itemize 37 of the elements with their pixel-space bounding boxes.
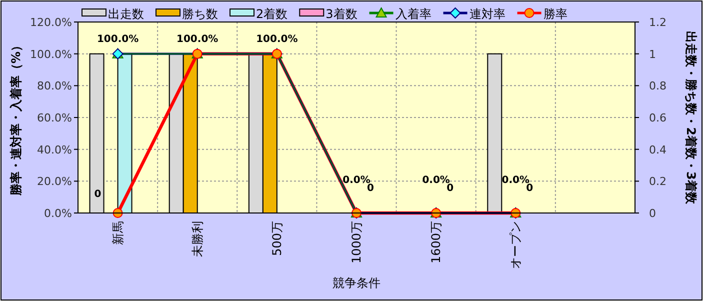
x-tick-label: オープン xyxy=(508,221,523,269)
y2-tick-label: 0.4 xyxy=(649,143,666,156)
y-tick-label: 40.0% xyxy=(37,143,72,156)
legend-label: 入着率 xyxy=(395,7,432,21)
y-axis-title: 勝率・連対率・入着率（%） xyxy=(9,39,23,197)
data-label: 100.0% xyxy=(96,34,139,45)
y2-tick-label: 0.2 xyxy=(649,175,666,188)
data-label: 0 xyxy=(446,183,454,194)
data-label: 100.0% xyxy=(176,34,218,45)
legend-label: 勝ち数 xyxy=(182,7,218,21)
y-tick-label: 100.0% xyxy=(30,48,72,61)
y2-tick-label: 0.8 xyxy=(649,80,666,93)
x-tick-label: 1000万 xyxy=(350,221,364,264)
legend-label: 2着数 xyxy=(256,7,288,21)
data-label: 0 xyxy=(367,183,374,194)
y2-tick-label: 1.2 xyxy=(649,16,666,29)
data-label: 0 xyxy=(526,183,534,194)
x-tick-label: 1600万 xyxy=(429,221,444,264)
x-tick-label: 未勝利 xyxy=(190,221,204,257)
legend-label: 連対率 xyxy=(469,7,506,21)
y-tick-label: 0.0% xyxy=(44,207,72,220)
y2-tick-label: 1 xyxy=(649,48,656,61)
y-tick-label: 20.0% xyxy=(37,175,72,188)
legend-label: 3着数 xyxy=(326,7,358,21)
y2-axis-title: 出走数・勝ち数・2着数・3着数 xyxy=(684,31,698,205)
x-tick-label: 新馬 xyxy=(110,221,125,245)
legend-label: 勝率 xyxy=(543,7,568,21)
x-tick-label: 500万 xyxy=(270,221,284,256)
legend-label: 出走数 xyxy=(108,7,144,21)
y-tick-label: 120.0% xyxy=(30,16,72,29)
y-tick-label: 60.0% xyxy=(37,112,72,124)
y2-tick-label: 0 xyxy=(649,207,656,220)
data-label: 100.0% xyxy=(256,34,298,45)
data-label: 0 xyxy=(94,189,102,200)
x-axis-title: 競争条件 xyxy=(332,276,380,290)
y2-tick-label: 0.6 xyxy=(649,112,666,124)
y-tick-label: 80.0% xyxy=(37,80,72,93)
